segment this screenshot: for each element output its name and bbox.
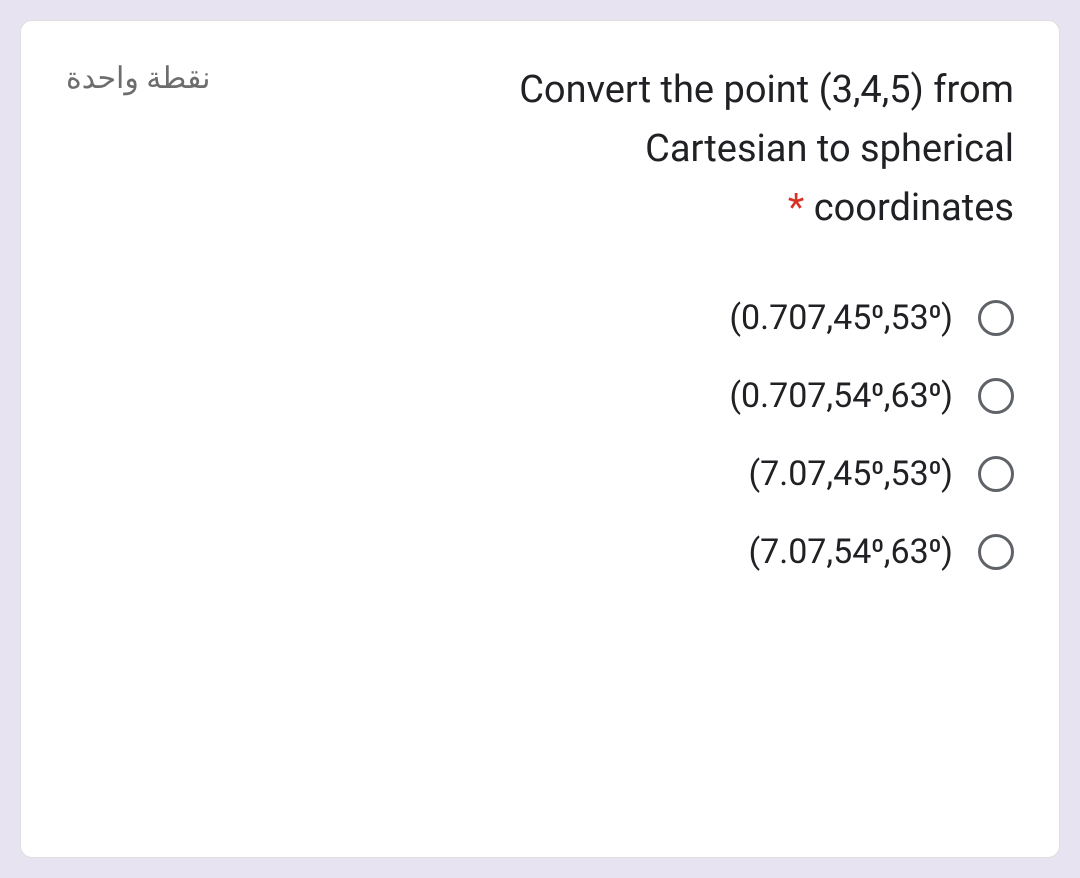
option-label: (7.07,54⁰,63⁰) — [748, 532, 953, 572]
option-label: (0.707,54⁰,63⁰) — [729, 376, 953, 416]
question-line-3: coordinates — [814, 186, 1014, 230]
required-asterisk: * — [788, 186, 804, 230]
radio-icon[interactable] — [978, 456, 1014, 492]
radio-icon[interactable] — [978, 300, 1014, 336]
question-text: Convert the point (3,4,5) from Cartesian… — [251, 61, 1015, 238]
question-line-2: Cartesian to spherical — [645, 127, 1014, 171]
option-row[interactable]: (0.707,45⁰,53⁰) — [66, 298, 1014, 338]
question-line-1: Convert the point (3,4,5) from — [519, 68, 1014, 112]
points-label: نقطة واحدة — [66, 61, 211, 96]
options-list: (0.707,45⁰,53⁰) (0.707,54⁰,63⁰) (7.07,45… — [66, 298, 1014, 572]
question-header: نقطة واحدة Convert the point (3,4,5) fro… — [66, 61, 1014, 238]
option-row[interactable]: (7.07,45⁰,53⁰) — [66, 454, 1014, 494]
radio-icon[interactable] — [978, 378, 1014, 414]
radio-icon[interactable] — [978, 534, 1014, 570]
option-row[interactable]: (7.07,54⁰,63⁰) — [66, 532, 1014, 572]
option-label: (7.07,45⁰,53⁰) — [748, 454, 953, 494]
option-row[interactable]: (0.707,54⁰,63⁰) — [66, 376, 1014, 416]
question-card: نقطة واحدة Convert the point (3,4,5) fro… — [20, 20, 1060, 858]
option-label: (0.707,45⁰,53⁰) — [729, 298, 953, 338]
